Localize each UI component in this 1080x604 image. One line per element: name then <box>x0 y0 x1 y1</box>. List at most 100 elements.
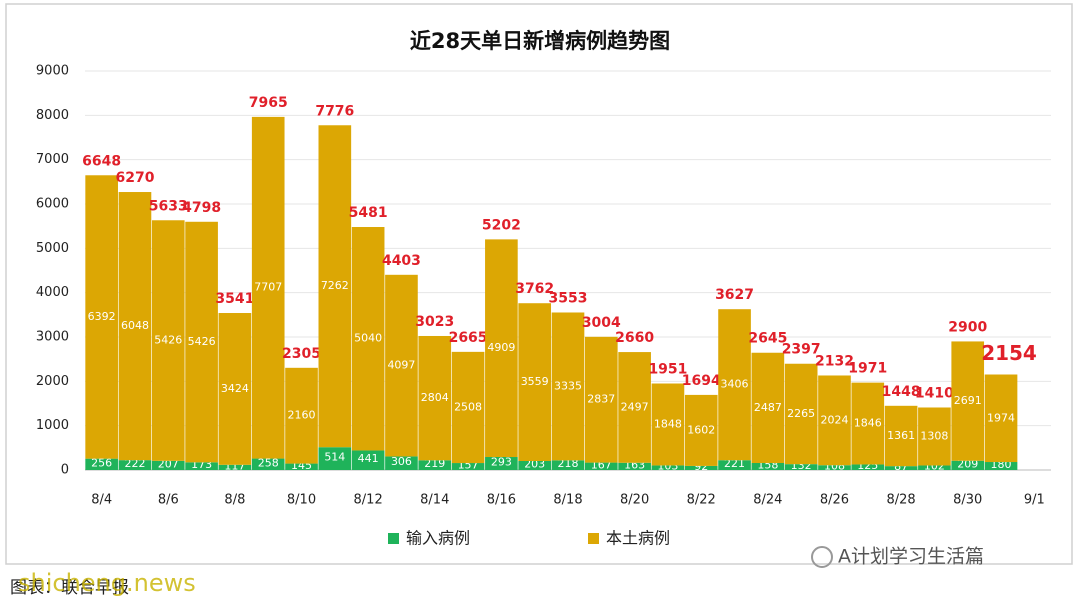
legend-label: 输入病例 <box>406 529 470 548</box>
bar-segment <box>818 465 851 470</box>
bar-segment <box>984 462 1018 470</box>
watermark: shicheng.news <box>18 569 196 597</box>
bar-segment <box>518 461 552 470</box>
segment-label: 5040 <box>354 332 382 345</box>
segment-label: 2804 <box>421 391 449 404</box>
total-label: 2132 <box>815 353 854 369</box>
segment-label: 7707 <box>254 281 282 294</box>
total-label: 2665 <box>449 330 488 346</box>
bar-segment <box>385 456 418 470</box>
bar-segment <box>285 367 318 464</box>
chart-title: 近28天单日新增病例趋势图 <box>410 29 670 53</box>
total-label: 6270 <box>115 170 154 186</box>
bar-segment <box>318 447 352 470</box>
total-label: 1694 <box>682 373 721 389</box>
bar-segment <box>85 175 118 459</box>
y-tick-label: 8000 <box>36 108 69 123</box>
legend-swatch <box>388 533 399 544</box>
bar-segment <box>918 465 951 470</box>
total-label: 7776 <box>315 103 354 119</box>
x-tick-label: 8/20 <box>620 493 649 508</box>
x-tick-label: 8/6 <box>158 493 179 508</box>
x-tick-label: 8/12 <box>354 493 383 508</box>
y-tick-label: 9000 <box>36 64 69 79</box>
segment-label: 221 <box>724 457 745 470</box>
total-label: 2154 <box>981 341 1037 365</box>
segment-label: 5426 <box>154 334 182 347</box>
bar-segment <box>584 336 618 463</box>
segment-label: 1308 <box>920 429 948 442</box>
bar-segment <box>918 407 951 466</box>
x-tick-label: 8/4 <box>91 493 112 508</box>
total-label: 2900 <box>948 319 987 335</box>
bar-segment <box>318 125 352 448</box>
total-label: 1951 <box>648 362 687 378</box>
y-tick-label: 6000 <box>36 197 69 212</box>
legend-swatch <box>588 533 599 544</box>
bar-segment <box>551 312 585 461</box>
total-label: 2397 <box>782 342 821 358</box>
bar-segment <box>418 335 452 461</box>
bar-segment <box>951 341 985 461</box>
total-label: 4798 <box>182 200 221 216</box>
total-label: 7965 <box>249 95 288 111</box>
bar-segment <box>385 274 418 457</box>
bar-segment <box>118 192 152 461</box>
total-label: 3553 <box>549 290 588 306</box>
bar-segment <box>151 220 185 461</box>
bar-segment <box>884 466 918 470</box>
source: 图表：联合早报 <box>10 578 129 598</box>
total-label: 1971 <box>848 361 887 377</box>
segment-label: 1848 <box>654 417 682 430</box>
bar-segment <box>984 374 1018 463</box>
bar-segment <box>518 303 552 462</box>
segment-label: 219 <box>424 457 445 470</box>
segment-label: 3335 <box>554 379 582 392</box>
y-tick-label: 7000 <box>36 152 69 167</box>
x-tick-label: 8/16 <box>487 493 516 508</box>
segment-label: 2160 <box>288 409 316 422</box>
segment-label: 4909 <box>487 341 515 354</box>
bar-segment <box>651 383 685 466</box>
bar-segment <box>584 462 618 470</box>
bar-segment <box>151 460 185 470</box>
legend-label: 本土病例 <box>606 529 670 548</box>
segment-label: 441 <box>358 452 379 465</box>
total-label: 5202 <box>482 217 521 233</box>
bar-segment <box>751 352 785 463</box>
bar-segment <box>684 394 718 466</box>
segment-label: 256 <box>91 456 112 469</box>
bar-segment <box>451 351 485 464</box>
total-label: 3762 <box>515 281 554 297</box>
total-label: 5481 <box>349 205 388 221</box>
bar-segment <box>185 462 218 470</box>
bar-segment <box>784 464 818 470</box>
segment-label: 222 <box>124 457 145 470</box>
segment-label: 258 <box>258 456 279 469</box>
bar-segment <box>351 450 385 470</box>
x-tick-label: 8/14 <box>420 493 449 508</box>
bar-segment <box>851 464 885 470</box>
y-tick-label: 0 <box>61 463 69 478</box>
bar-segment <box>851 382 885 465</box>
total-label: 5633 <box>149 198 188 214</box>
x-tick-label: 8/10 <box>287 493 316 508</box>
bar-segment <box>85 458 118 470</box>
bar-segment <box>485 239 518 458</box>
segment-label: 2691 <box>954 394 982 407</box>
total-label: 3541 <box>215 291 254 307</box>
bar-segment <box>418 460 452 470</box>
x-tick-label: 9/1 <box>1024 493 1045 508</box>
bar-segment <box>784 363 818 465</box>
segment-label: 1974 <box>987 411 1015 424</box>
account: A计划学习生活篇 <box>838 546 984 568</box>
bar-segment <box>818 375 851 466</box>
bar-segment <box>751 462 785 470</box>
y-tick-label: 1000 <box>36 418 69 433</box>
x-tick-label: 8/26 <box>820 493 849 508</box>
segment-label: 3424 <box>221 382 249 395</box>
total-label: 1410 <box>915 385 954 401</box>
bar-segment <box>718 460 751 470</box>
y-tick-label: 3000 <box>36 330 69 345</box>
